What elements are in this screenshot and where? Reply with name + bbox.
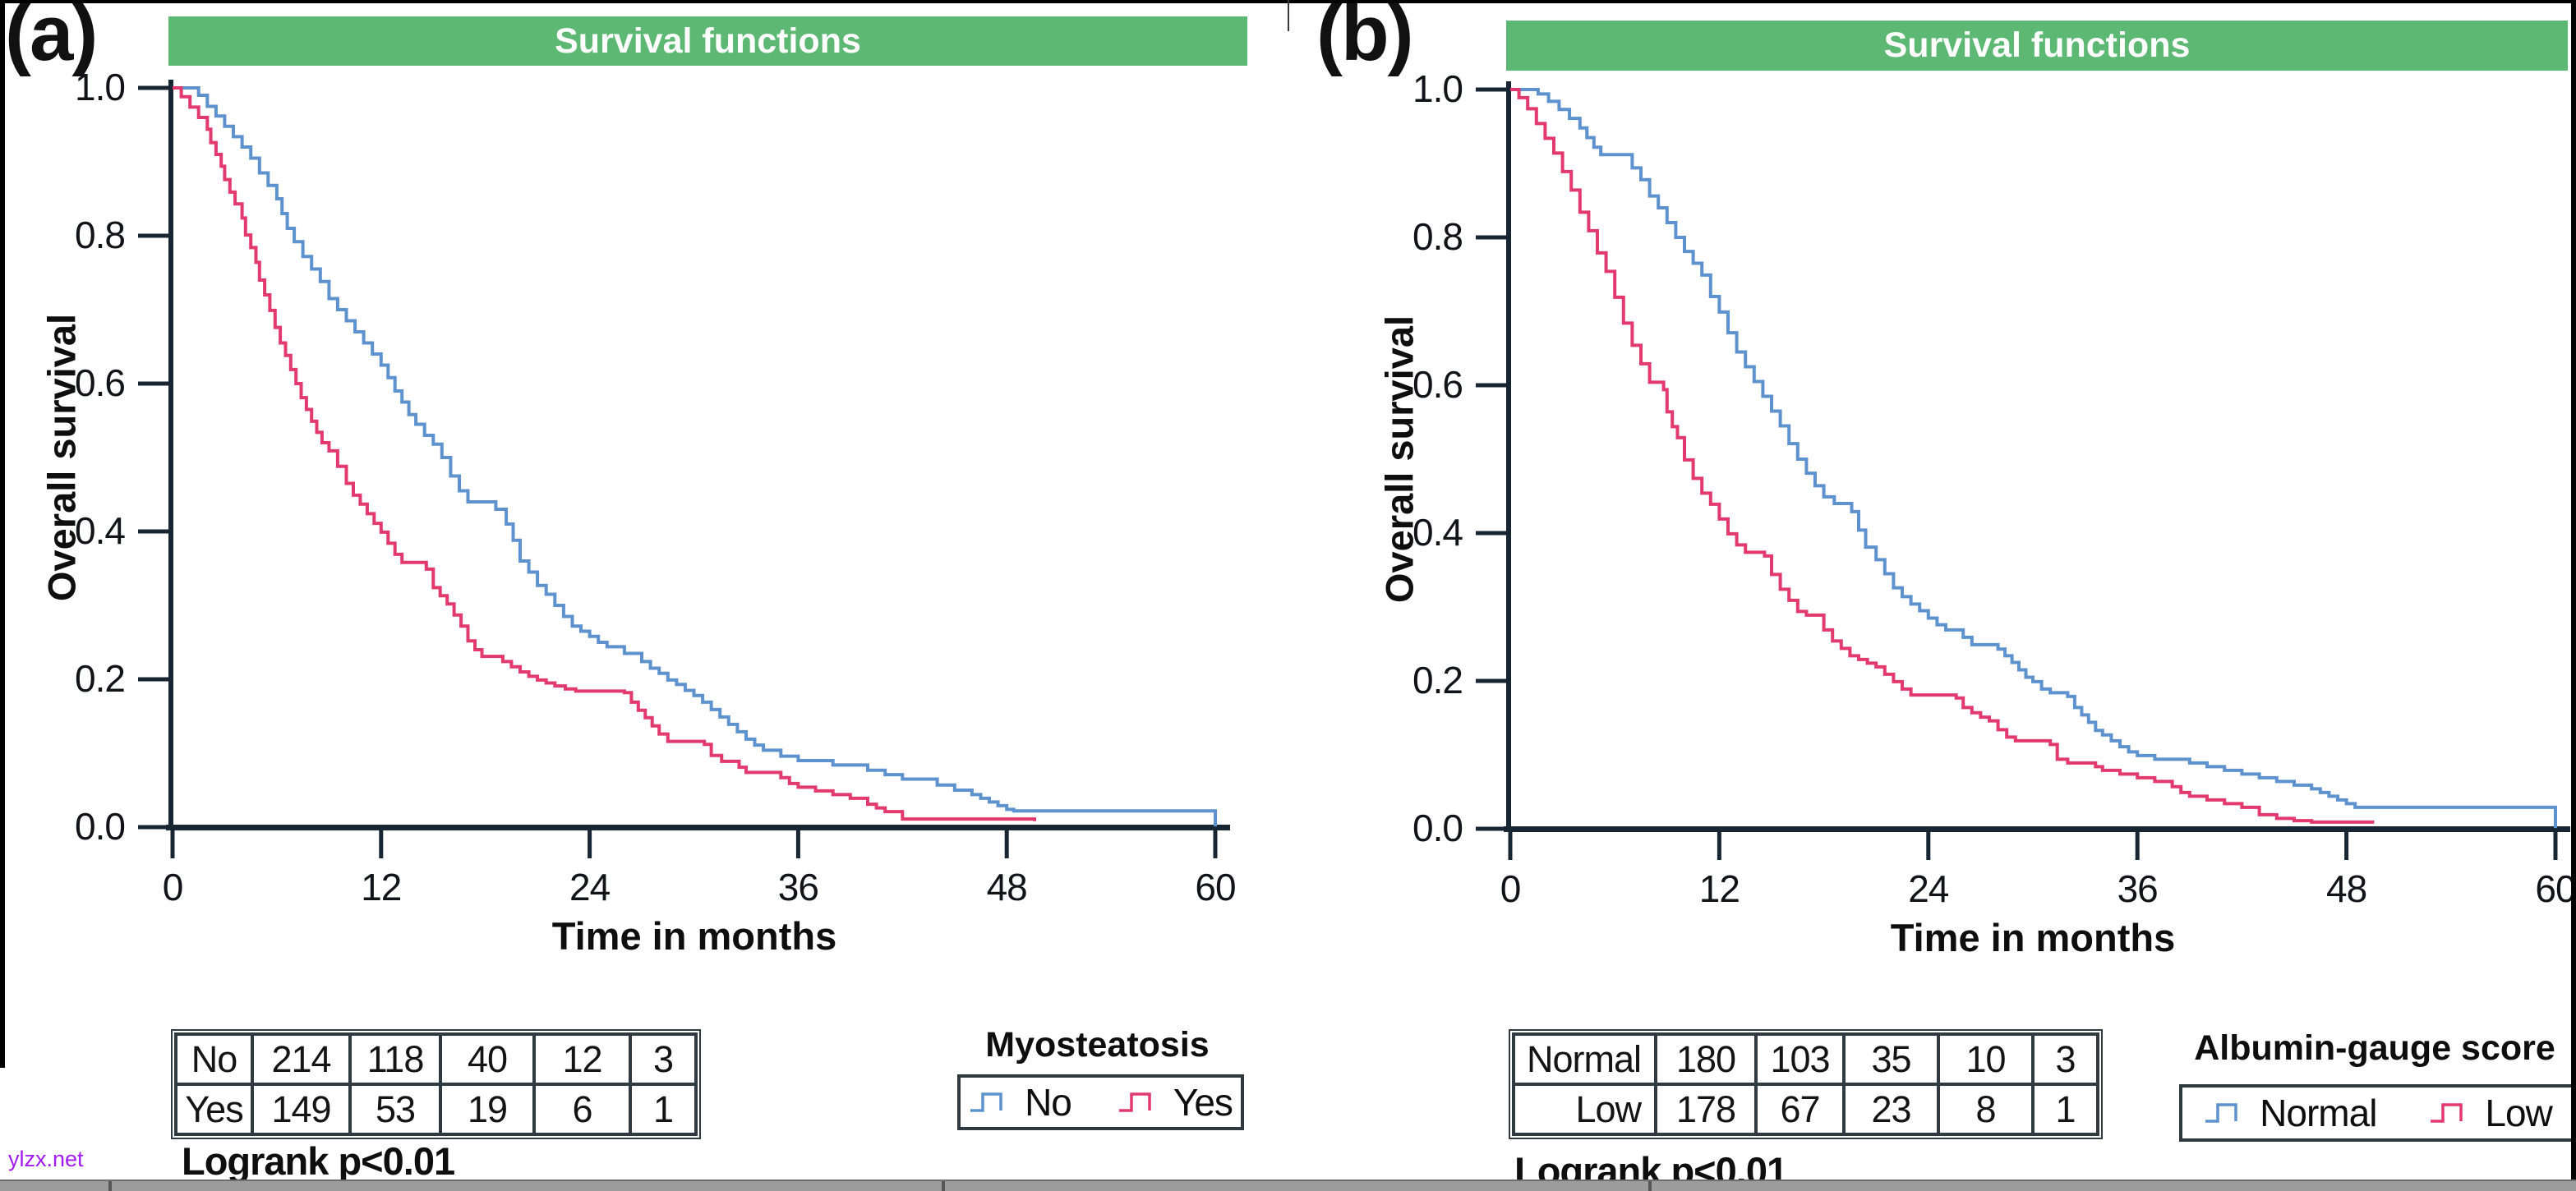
step-line-icon	[1118, 1092, 1151, 1112]
risk-cell: 1	[2033, 1084, 2098, 1134]
km-curve-yes	[173, 86, 1036, 821]
x-tick-mark	[2553, 832, 2558, 860]
x-tick-mark	[2135, 832, 2140, 860]
legend-label: No	[1025, 1081, 1072, 1124]
legend-item: No	[969, 1080, 1072, 1124]
risk-cell: 23	[1844, 1084, 1938, 1134]
panel-a-x-axis-title: Time in months	[551, 914, 837, 958]
x-tick-mark	[170, 830, 175, 858]
legend-item: Yes	[1117, 1080, 1233, 1124]
panel-a-risk-table: No 214 118 40 12 3 Yes 149 53 19 6 1	[171, 1029, 701, 1139]
y-tick-mark	[138, 233, 171, 238]
panel-a-logrank: Logrank p<0.01	[182, 1139, 455, 1183]
panel-a-legend-title: Myosteatosis	[985, 1025, 1210, 1065]
risk-cell: 103	[1756, 1034, 1844, 1084]
panel-b-risk-table: Normal 180 103 35 10 3 Low 178 67 23 8 1	[1509, 1029, 2103, 1139]
km-curve-no	[173, 86, 1217, 827]
panel-b-x-axis-title: Time in months	[1890, 916, 2176, 959]
risk-cell: No	[176, 1034, 252, 1084]
y-tick-mark	[1476, 383, 1509, 388]
panel-b-legend-box: Normal Low	[2179, 1084, 2576, 1142]
panel-b-title: Survival functions	[1883, 25, 2191, 65]
legend-label: Yes	[1173, 1081, 1233, 1124]
step-line-icon	[970, 1092, 1002, 1112]
step-line-icon	[2205, 1103, 2237, 1123]
x-tick-mark	[1213, 830, 1218, 858]
risk-cell: Normal	[1514, 1034, 1656, 1084]
strip-mark	[942, 1181, 945, 1191]
risk-cell: 12	[534, 1034, 630, 1084]
risk-cell: 35	[1844, 1034, 1938, 1084]
x-tick-mark	[795, 830, 800, 858]
y-axis-line	[168, 80, 173, 830]
legend-label: Low	[2485, 1092, 2552, 1134]
panel-b-header-bar: Survival functions	[1506, 21, 2568, 71]
panel-b-legend-title: Albumin-gauge score	[2194, 1028, 2555, 1068]
y-tick-mark	[1476, 678, 1509, 683]
risk-cell: 8	[1938, 1084, 2033, 1134]
x-tick-mark	[1926, 832, 1931, 860]
risk-cell: 67	[1756, 1084, 1844, 1134]
frame-border-right	[2571, 0, 2576, 1180]
legend-item: Low	[2429, 1091, 2553, 1135]
x-axis-line	[166, 825, 1230, 830]
risk-cell: 118	[350, 1034, 440, 1084]
risk-cell: Low	[1514, 1084, 1656, 1134]
risk-cell: 10	[1938, 1034, 2033, 1084]
step-line-icon	[2431, 1103, 2463, 1123]
panel-b-label: (b)	[1316, 0, 1414, 77]
risk-cell: 3	[630, 1034, 696, 1084]
risk-cell: 180	[1656, 1034, 1756, 1084]
risk-cell: 1	[630, 1084, 696, 1134]
risk-cell: 6	[534, 1084, 630, 1134]
km-curve-normal	[1510, 88, 2557, 829]
strip-mark	[1648, 1181, 1652, 1191]
x-tick-mark	[2344, 832, 2349, 860]
panel-a-label: (a)	[5, 0, 98, 77]
x-tick-mark	[379, 830, 384, 858]
x-tick-mark	[1508, 832, 1513, 860]
y-tick-mark	[1476, 235, 1509, 240]
cropped-bottom-strip	[0, 1180, 2576, 1191]
x-tick-mark	[1004, 830, 1009, 858]
risk-cell: 3	[2033, 1034, 2098, 1084]
risk-cell: 40	[440, 1034, 534, 1084]
watermark: ylzx.net	[8, 1147, 84, 1171]
panel-b-y-axis-title: Overall survival	[1377, 315, 1422, 604]
risk-cell: 149	[252, 1084, 350, 1134]
km-curve-low	[1510, 88, 2375, 824]
legend-item: Normal	[2204, 1091, 2377, 1135]
panel-a-legend-box: No Yes	[957, 1074, 1244, 1130]
risk-cell: 19	[440, 1084, 534, 1134]
y-tick-mark	[138, 529, 171, 534]
strip-mark	[108, 1181, 112, 1191]
risk-cell: 178	[1656, 1084, 1756, 1134]
x-axis-line	[1504, 826, 2570, 832]
legend-label: Normal	[2260, 1092, 2377, 1134]
panel-a-title: Survival functions	[555, 21, 861, 61]
x-tick-mark	[1717, 832, 1721, 860]
panel-a-y-axis-title: Overall survival	[39, 313, 84, 602]
y-tick-mark	[138, 381, 171, 386]
risk-cell: 53	[350, 1084, 440, 1134]
panel-seam-line	[1288, 0, 1289, 31]
risk-cell: Yes	[176, 1084, 252, 1134]
y-tick-mark	[138, 85, 171, 90]
panel-a-header-bar: Survival functions	[168, 16, 1247, 66]
y-tick-mark	[1476, 826, 1509, 831]
frame-border-left	[0, 0, 5, 1068]
y-axis-line	[1506, 81, 1511, 832]
y-tick-mark	[1476, 87, 1509, 92]
y-tick-mark	[138, 677, 171, 682]
risk-cell: 214	[252, 1034, 350, 1084]
y-tick-mark	[1476, 531, 1509, 536]
y-tick-mark	[138, 825, 171, 830]
x-tick-mark	[588, 830, 592, 858]
